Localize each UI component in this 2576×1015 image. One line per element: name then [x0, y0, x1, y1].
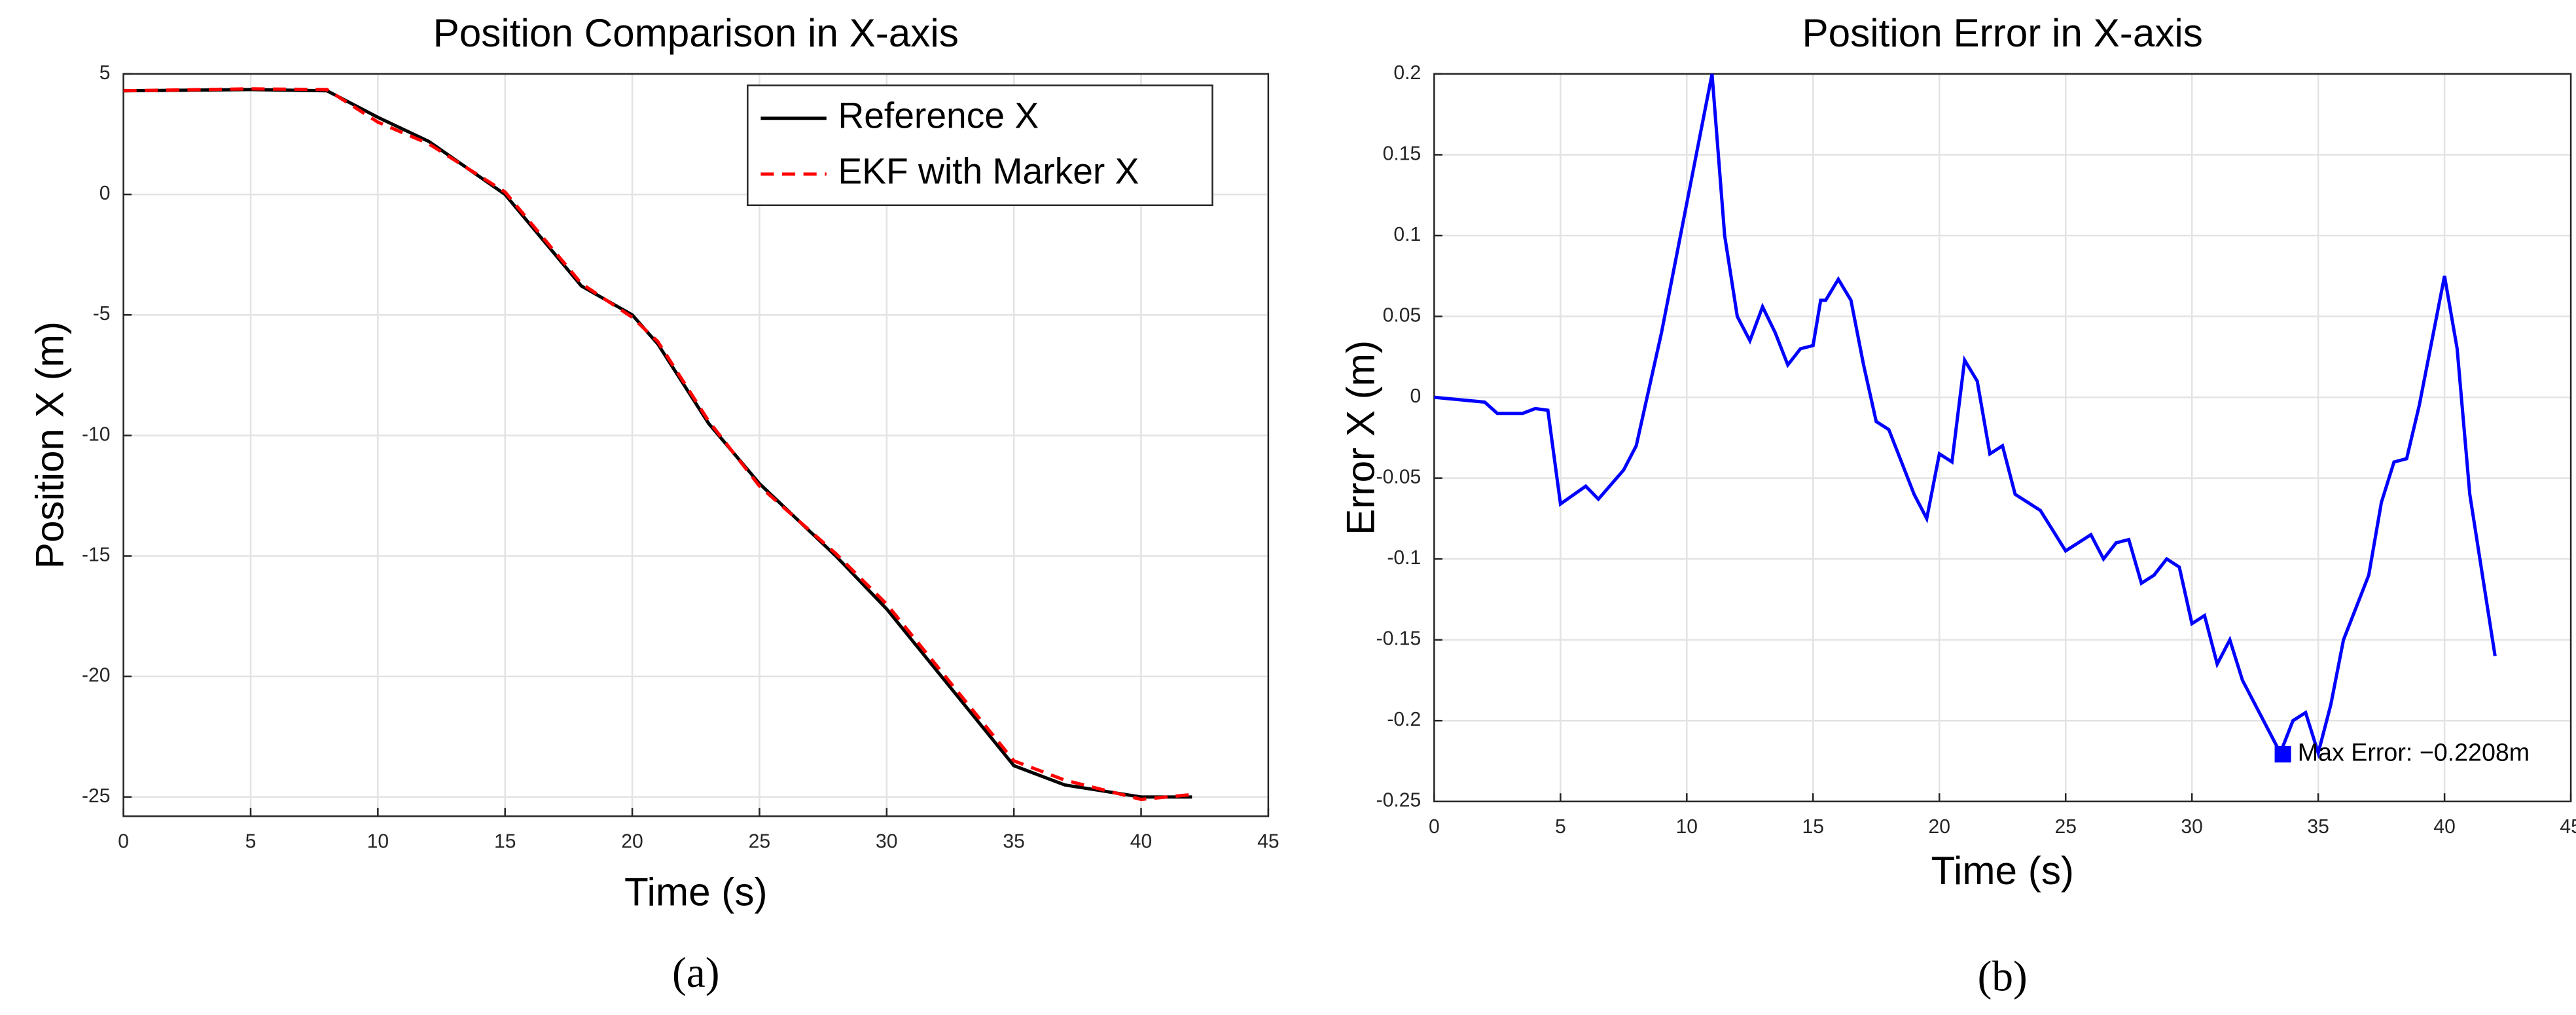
x-tick-label: 0: [1429, 816, 1440, 838]
y-tick-label: 0.2: [1393, 62, 1421, 84]
annotation-marker: [2274, 746, 2291, 763]
y-tick-label: 0.15: [1383, 143, 1422, 164]
x-tick-label: 30: [2181, 816, 2203, 838]
x-tick-label: 40: [1130, 830, 1152, 852]
x-tick-label: 20: [1928, 816, 1950, 838]
x-tick-label: 30: [876, 830, 898, 852]
y-tick-label: -0.05: [1376, 467, 1422, 488]
x-tick-label: 35: [1003, 830, 1024, 852]
x-tick-label: 45: [2560, 816, 2576, 838]
x-axis-label: Time (s): [1931, 848, 2074, 893]
y-tick-label: -0.15: [1376, 628, 1422, 650]
x-axis-label: Time (s): [624, 870, 768, 914]
x-tick-label: 0: [118, 830, 129, 852]
x-tick-label: 25: [2054, 816, 2077, 838]
y-tick-label: -10: [82, 423, 111, 445]
legend-box: [747, 84, 1213, 206]
x-tick-label: 10: [367, 830, 389, 852]
y-axis-label: Position X (m): [27, 321, 72, 569]
caption: (a): [672, 950, 719, 997]
x-tick-label: 15: [494, 830, 516, 852]
chart-title: Position Error in X-axis: [1802, 10, 2203, 55]
x-tick-label: 20: [621, 830, 643, 852]
y-tick-label: 0.05: [1383, 304, 1422, 326]
axes-box: [122, 73, 1270, 817]
y-tick-label: 0: [99, 183, 111, 204]
y-tick-label: -20: [82, 665, 111, 686]
x-tick-label: 25: [749, 830, 771, 852]
y-tick-label: 5: [99, 62, 111, 84]
y-tick-label: -0.2: [1387, 709, 1421, 730]
series-line: [123, 87, 1192, 802]
y-tick-label: 0.1: [1393, 224, 1421, 245]
y-tick-label: -15: [82, 544, 111, 566]
x-tick-label: 10: [1676, 816, 1698, 838]
x-tick-label: 40: [2433, 816, 2456, 838]
legend-label: EKF with Marker X: [838, 151, 1139, 192]
axes-box: [1433, 73, 2572, 802]
chart-title: Position Comparison in X-axis: [433, 10, 959, 55]
legend-label: Reference X: [838, 95, 1039, 135]
y-tick-label: -5: [93, 303, 111, 325]
series-line: [1434, 73, 2497, 759]
plot-area: [1434, 73, 2571, 802]
x-tick-label: 5: [1555, 816, 1566, 838]
x-tick-label: 5: [245, 830, 257, 852]
y-tick-label: -0.1: [1387, 547, 1421, 569]
x-tick-label: 15: [1802, 816, 1824, 838]
y-tick-label: 0: [1410, 385, 1422, 407]
y-tick-label: -0.25: [1376, 790, 1422, 811]
x-tick-label: 45: [1257, 830, 1279, 852]
caption: (b): [1978, 953, 2028, 1000]
y-tick-label: -25: [82, 785, 111, 807]
x-tick-label: 35: [2307, 816, 2329, 838]
annotation-text: Max Error: −0.2208m: [2298, 739, 2530, 766]
y-axis-label: Error X (m): [1338, 340, 1382, 535]
